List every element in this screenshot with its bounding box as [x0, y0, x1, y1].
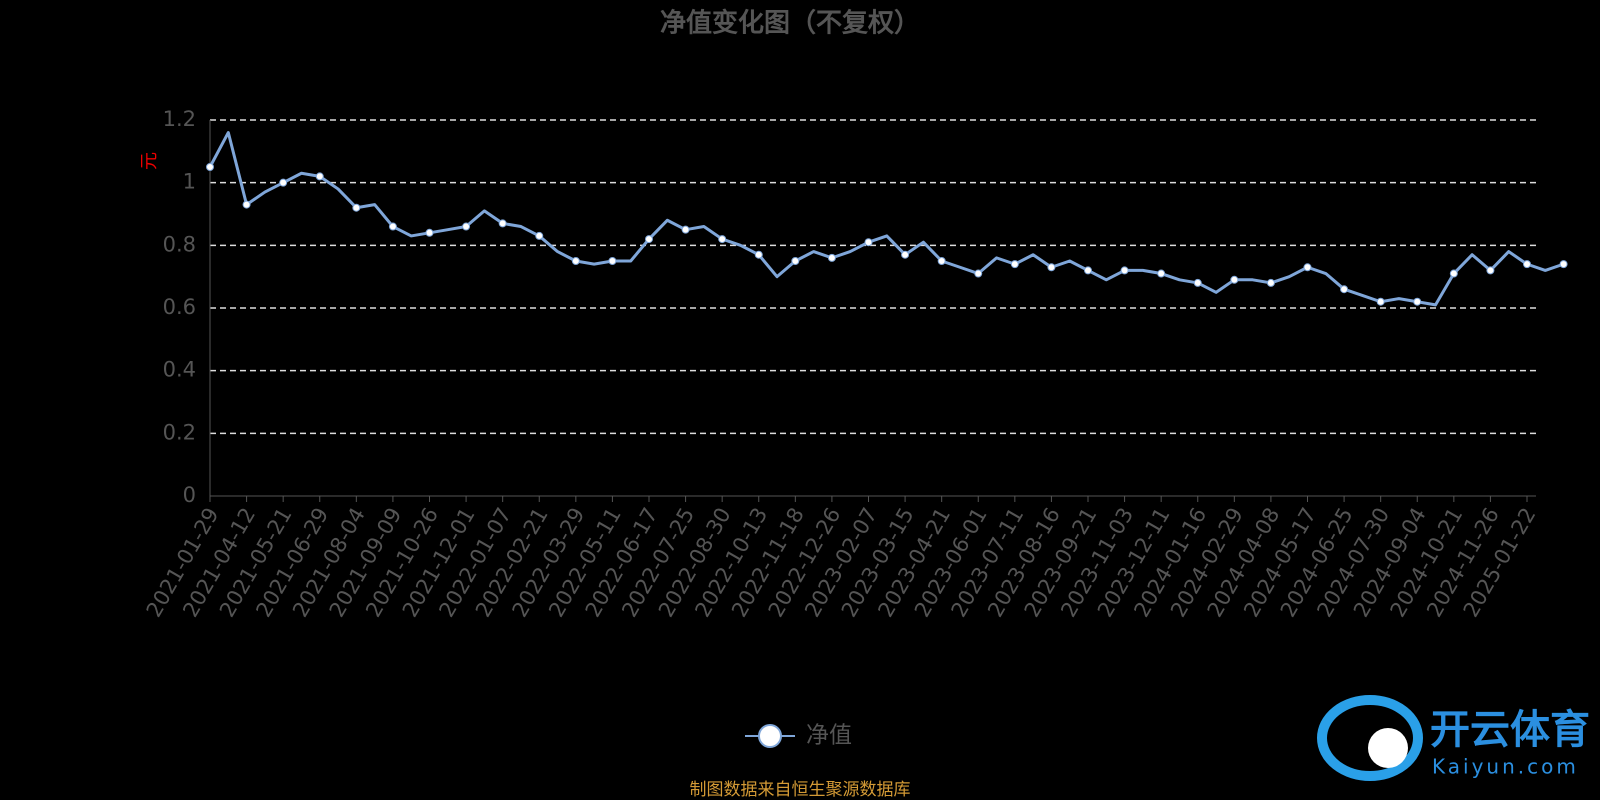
point-marker: [864, 238, 873, 247]
y-axis-label: 元: [139, 152, 160, 170]
point-marker: [1193, 278, 1202, 287]
point-marker: [1230, 275, 1239, 284]
point-marker: [1084, 266, 1092, 275]
point-marker: [279, 178, 288, 187]
point-marker: [1376, 297, 1385, 306]
point-marker: [1413, 297, 1422, 306]
source-note: 制图数据来自恒生聚源数据库: [690, 780, 911, 800]
point-marker: [242, 200, 251, 209]
point-marker: [315, 172, 324, 181]
point-marker: [645, 235, 653, 244]
point-marker: [937, 257, 946, 265]
point-marker: [827, 253, 836, 262]
point-marker: [425, 228, 434, 237]
watermark-site: Kaiyun.com: [1432, 755, 1579, 779]
y-tick-label: 1: [183, 170, 196, 194]
y-tick-label: 1.2: [163, 107, 196, 131]
point-marker: [681, 225, 690, 234]
point-marker: [1303, 263, 1312, 272]
y-tick-label: 0: [183, 483, 196, 507]
point-marker: [388, 222, 397, 231]
point-marker: [1523, 260, 1531, 269]
point-marker: [1047, 263, 1056, 272]
series-line: [208, 131, 1565, 307]
logo-ring: [1317, 695, 1423, 781]
point-marker: [1486, 266, 1495, 275]
y-tick-label: 0.8: [163, 232, 196, 256]
point-marker: [791, 257, 800, 265]
y-tick-label: 0.2: [163, 420, 196, 444]
point-marker: [535, 231, 544, 240]
legend-label: 净值: [806, 723, 852, 749]
chart-title: 净值变化图（不复权）: [660, 8, 920, 39]
point-marker: [1120, 266, 1129, 275]
point-marker: [1266, 278, 1275, 287]
point-marker: [462, 222, 471, 231]
point-marker: [718, 235, 727, 244]
y-tick-label: 0.6: [163, 295, 196, 319]
point-marker: [608, 257, 617, 265]
point-marker: [974, 269, 983, 278]
point-marker: [1010, 260, 1019, 269]
legend-marker: [758, 724, 782, 748]
point-marker: [1157, 269, 1166, 278]
logo-ball: [1368, 728, 1408, 768]
y-tick-label: 0.4: [163, 358, 196, 382]
point-marker: [1340, 285, 1349, 294]
point-marker: [754, 250, 763, 259]
watermark-brand: 开云体育: [1430, 707, 1590, 753]
point-marker: [206, 163, 214, 171]
point-marker: [1559, 260, 1568, 269]
point-marker: [1449, 269, 1458, 278]
point-marker: [901, 250, 910, 259]
point-marker: [571, 257, 580, 265]
point-marker: [352, 203, 361, 212]
point-marker: [498, 219, 507, 228]
watermark: 开云体育 Kaiyun.com: [1317, 695, 1590, 781]
